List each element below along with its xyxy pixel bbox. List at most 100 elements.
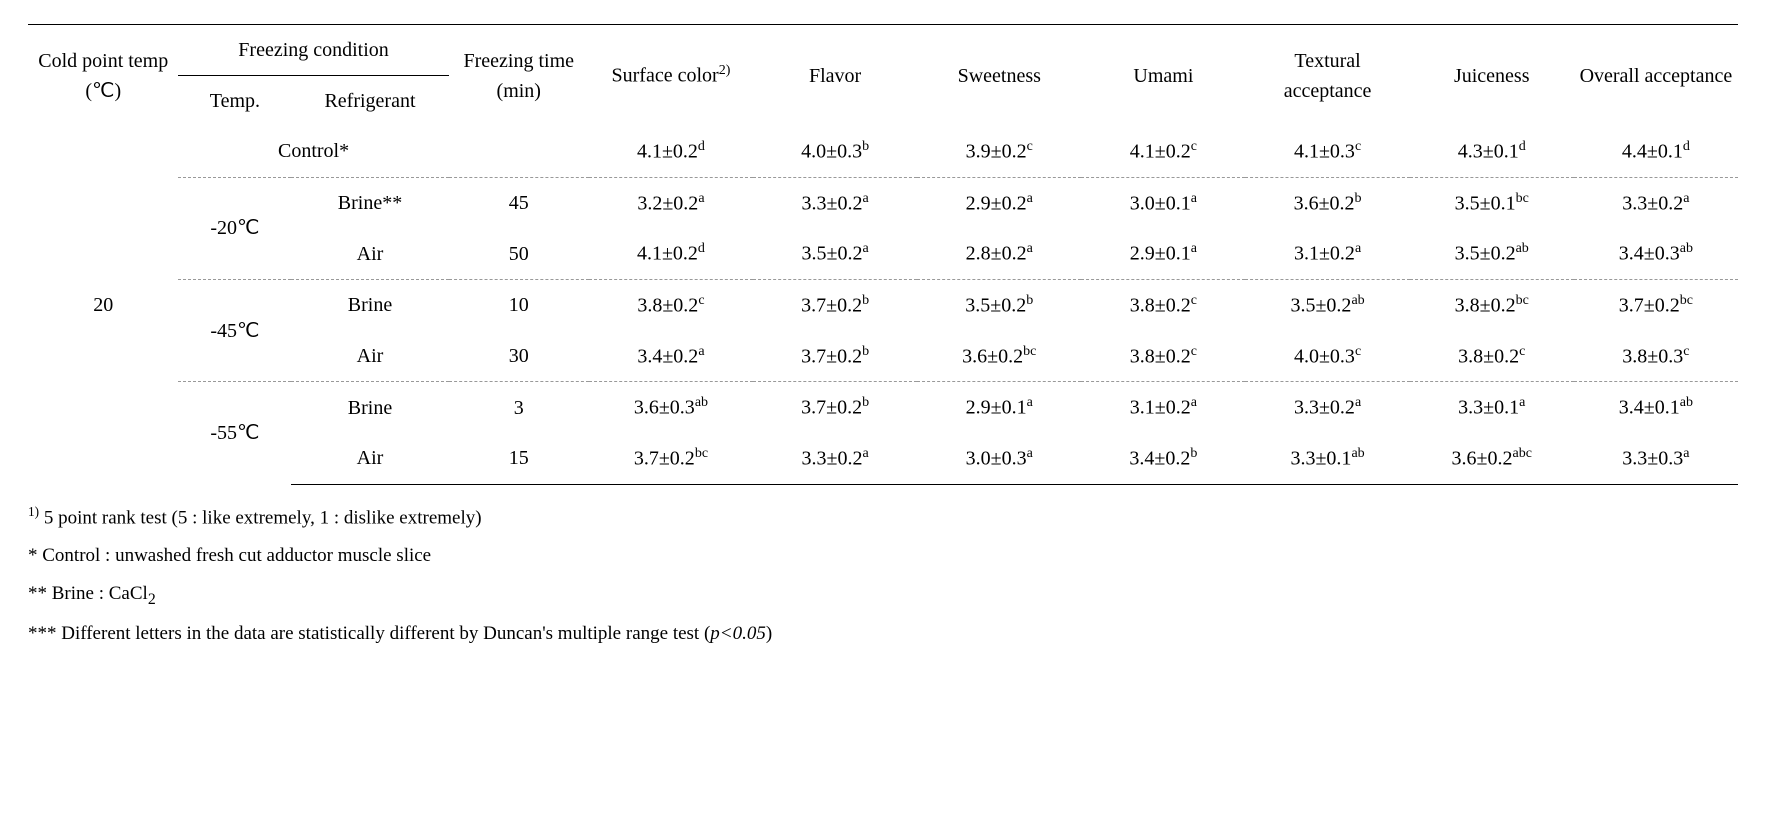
sup: a (698, 344, 704, 359)
sup: a (1683, 446, 1689, 461)
sup: a (1191, 241, 1197, 256)
val: 3.6±0.3 (634, 397, 695, 419)
val: 3.8±0.3 (1622, 345, 1683, 367)
val: 4.1±0.2 (637, 243, 698, 265)
cell-value: 3.8±0.2bc (1410, 279, 1574, 330)
cell-ftime: 30 (449, 331, 589, 382)
val: 3.4±0.2 (637, 345, 698, 367)
sup: c (1355, 139, 1361, 154)
val: 3.8±0.2 (637, 295, 698, 317)
sup: a (1027, 241, 1033, 256)
val: 3.3±0.2 (1622, 192, 1683, 214)
sup: bc (1516, 293, 1529, 308)
sup: a (1355, 241, 1361, 256)
col-cold-point: Cold point temp (℃) (28, 25, 178, 127)
sup: bc (1680, 293, 1693, 308)
footnote-2: * Control : unwashed fresh cut adductor … (28, 537, 1738, 575)
footnote-3-text: ** Brine : CaCl (28, 583, 148, 604)
val: 3.4±0.1 (1619, 397, 1680, 419)
val: 3.0±0.1 (1130, 192, 1191, 214)
col-refrigerant: Refrigerant (291, 76, 448, 127)
cell-value: 3.4±0.2a (589, 331, 753, 382)
val: 3.3±0.2 (801, 448, 862, 470)
sup: b (862, 139, 869, 154)
cell-ftime: 50 (449, 228, 589, 279)
cell-value: 3.5±0.2b (917, 279, 1081, 330)
val: 3.3±0.2 (801, 192, 862, 214)
sup: bc (1516, 191, 1529, 206)
col-freezing-condition: Freezing condition (178, 25, 448, 76)
sup: a (1355, 395, 1361, 410)
cell-ftime (449, 126, 589, 177)
cell-value: 4.1±0.2d (589, 228, 753, 279)
col-sweetness: Sweetness (917, 25, 1081, 127)
cell-value: 3.7±0.2bc (1574, 279, 1738, 330)
cell-value: 3.5±0.1bc (1410, 177, 1574, 228)
cell-value: 3.2±0.2a (589, 177, 753, 228)
sup: a (1683, 191, 1689, 206)
col-juiceness: Juiceness (1410, 25, 1574, 127)
cell-value: 4.1±0.2c (1081, 126, 1245, 177)
cell-value: 3.6±0.3ab (589, 382, 753, 433)
val: 3.0±0.3 (966, 448, 1027, 470)
cell-value: 3.7±0.2b (753, 331, 917, 382)
sup: ab (695, 395, 708, 410)
sup: d (1519, 139, 1526, 154)
sup: bc (695, 446, 708, 461)
sup: ab (1351, 446, 1364, 461)
sup: ab (1680, 241, 1693, 256)
footnotes: 1) 5 point rank test (5 : like extremely… (28, 499, 1738, 654)
cell-value: 2.8±0.2a (917, 228, 1081, 279)
val: 2.9±0.2 (966, 192, 1027, 214)
val: 4.4±0.1 (1622, 141, 1683, 163)
cell-value: 3.7±0.2bc (589, 433, 753, 484)
val: 4.1±0.3 (1294, 141, 1355, 163)
footnote-4-post: ) (766, 623, 772, 644)
col-surface-color-sup: 2) (719, 63, 731, 78)
sup: d (698, 139, 705, 154)
sup: c (1355, 344, 1361, 359)
footnote-1: 1) 5 point rank test (5 : like extremely… (28, 499, 1738, 537)
val: 3.5±0.2 (1455, 243, 1516, 265)
col-textural: Textural acceptance (1245, 25, 1409, 127)
cell-value: 3.4±0.3ab (1574, 228, 1738, 279)
sup: bc (1023, 344, 1036, 359)
val: 3.5±0.2 (801, 243, 862, 265)
col-temp: Temp. (178, 76, 291, 127)
sup: a (1027, 191, 1033, 206)
cell-value: 3.9±0.2c (917, 126, 1081, 177)
val: 3.2±0.2 (637, 192, 698, 214)
footnote-1-text: 5 point rank test (5 : like extremely, 1… (39, 507, 482, 528)
val: 3.8±0.2 (1458, 345, 1519, 367)
val: 3.8±0.2 (1455, 295, 1516, 317)
sup: b (862, 344, 869, 359)
cell-value: 3.0±0.1a (1081, 177, 1245, 228)
cell-value: 3.5±0.2ab (1245, 279, 1409, 330)
sup: a (862, 241, 868, 256)
col-surface-color: Surface color2) (589, 25, 753, 127)
col-flavor: Flavor (753, 25, 917, 127)
val: 3.3±0.3 (1622, 448, 1683, 470)
cell-value: 4.0±0.3b (753, 126, 917, 177)
cell-value: 3.3±0.2a (1245, 382, 1409, 433)
table-row: -55℃ Brine 3 3.6±0.3ab 3.7±0.2b 2.9±0.1a… (28, 382, 1738, 433)
table-row: -20℃ Brine** 45 3.2±0.2a 3.3±0.2a 2.9±0.… (28, 177, 1738, 228)
sup: a (862, 191, 868, 206)
sup: ab (1516, 241, 1529, 256)
val: 2.9±0.1 (966, 397, 1027, 419)
col-overall: Overall acceptance (1574, 25, 1738, 127)
cell-value: 3.8±0.3c (1574, 331, 1738, 382)
footnote-3-sub: 2 (148, 591, 156, 608)
footnote-1-sup: 1) (28, 504, 39, 519)
sup: a (1191, 395, 1197, 410)
sup: b (1355, 191, 1362, 206)
val: 4.0±0.3 (1294, 345, 1355, 367)
val: 3.1±0.2 (1130, 397, 1191, 419)
sup: d (698, 241, 705, 256)
val: 3.3±0.2 (1294, 397, 1355, 419)
cell-value: 3.3±0.3a (1574, 433, 1738, 484)
col-freezing-time: Freezing time (min) (449, 25, 589, 127)
footnote-3: ** Brine : CaCl2 (28, 575, 1738, 615)
val: 3.5±0.2 (1290, 295, 1351, 317)
cell-value: 3.3±0.1a (1410, 382, 1574, 433)
